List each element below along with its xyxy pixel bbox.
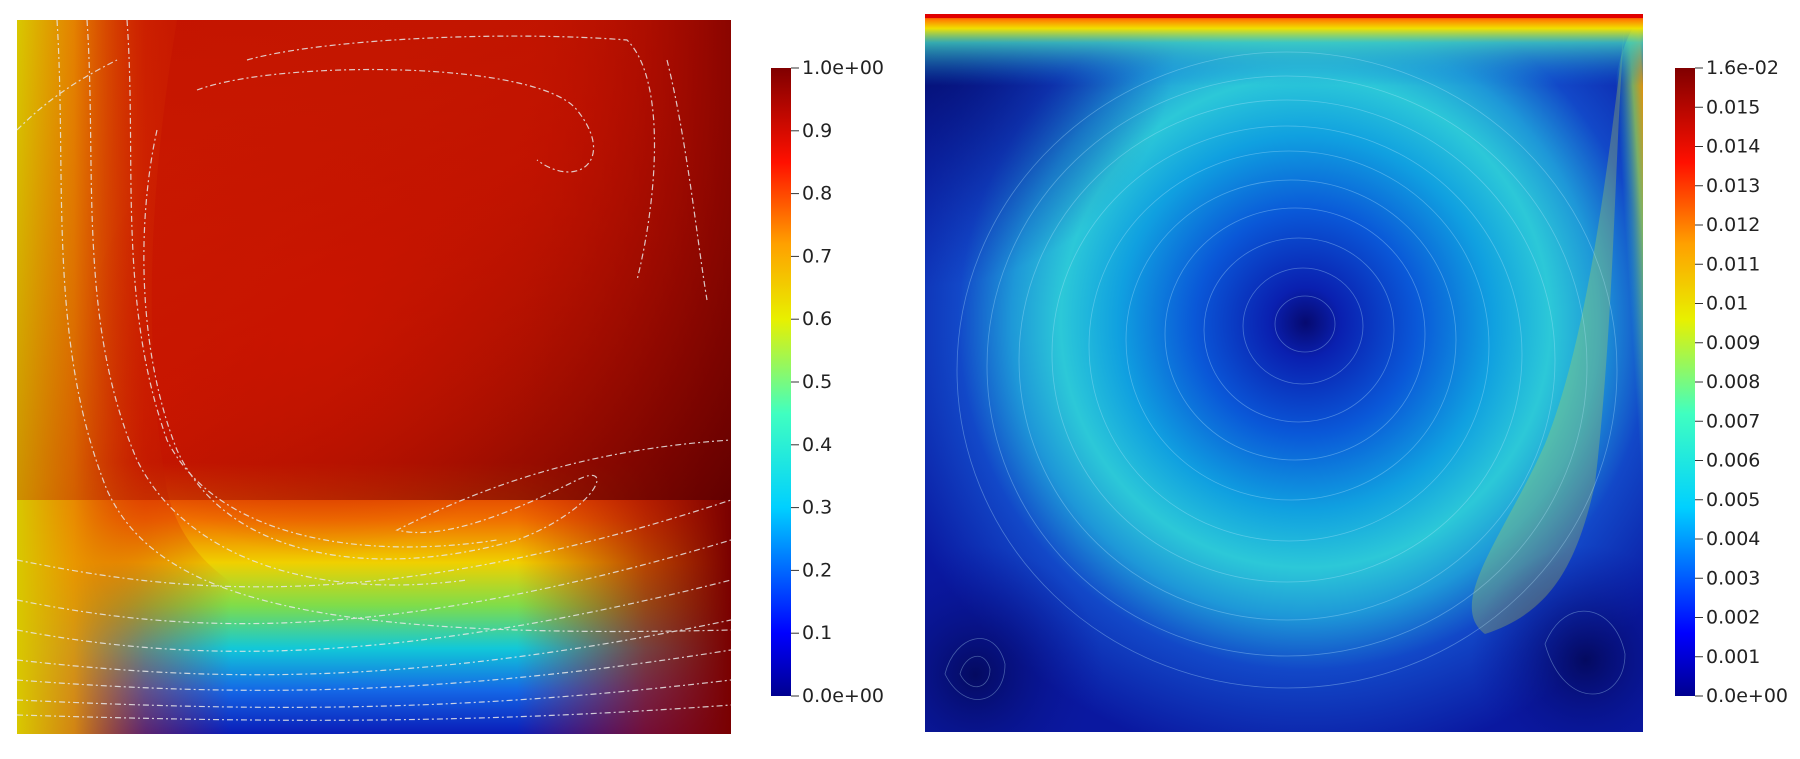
left-colorbar-tick-label: 0.5: [802, 371, 832, 393]
right-colorbar-tick-label: 0.01: [1706, 293, 1748, 315]
right-colorbar-tick-label: 0.011: [1706, 253, 1760, 275]
right-colorbar-tick-label: 0.006: [1706, 450, 1760, 472]
right-colorbar-tick-label: 0.008: [1706, 371, 1760, 393]
right-colorbar-gradient: [1675, 68, 1695, 696]
lid-edge: [925, 14, 1643, 18]
right-field-svg: [925, 14, 1643, 732]
right-colorbar-tick-label: 0.005: [1706, 489, 1760, 511]
right-colorbar-tick-label: 0.012: [1706, 214, 1760, 236]
left-field-svg: [17, 20, 731, 734]
right-colorbar-tick-label: 0.013: [1706, 175, 1760, 197]
right-colorbar-tick-label: 0.004: [1706, 528, 1760, 550]
right-colorbar-tick-label: 0.001: [1706, 646, 1760, 668]
right-colorbar-tick-label: 0.014: [1706, 136, 1760, 158]
right-streamline-plot: [925, 14, 1643, 732]
right-colorbar-tick-label: 0.015: [1706, 96, 1760, 118]
right-streamlines: [944, 51, 1626, 700]
vortex-core: [87, 90, 607, 610]
left-contour-lines: [17, 20, 731, 721]
left-colorbar-tick-label: 0.0e+00: [802, 685, 884, 707]
left-colorbar-ticks: 0.0e+00 0.1 0.2 0.3 0.4 0.5 0.6 0.7 0.8 0.9 1.0e+0…: [791, 60, 884, 707]
left-colorbar-tick-label: 0.7: [802, 245, 832, 267]
right-colorbar-tick-label: 0.002: [1706, 607, 1760, 629]
left-colorbar-gradient: [771, 68, 791, 696]
right-colorbar-tick-label: 0.009: [1706, 332, 1760, 354]
right-colorbar-tick-label: 1.6e-02: [1706, 60, 1779, 79]
left-colorbar-tick-label: 0.1: [802, 622, 832, 644]
right-colorbar: 0.0e+00 0.001 0.002 0.003 0.004 0.005 0.006 0.0…: [1675, 60, 1788, 707]
left-colorbar-tick-label: 0.3: [802, 497, 832, 519]
right-colorbar-tick-label: 0.0e+00: [1706, 685, 1788, 707]
left-colorbar-tick-label: 0.9: [802, 120, 832, 142]
left-colorbar-tick-label: 1.0e+00: [802, 60, 884, 79]
left-colorbar-tick-label: 0.6: [802, 308, 832, 330]
left-colorbar: 0.0e+00 0.1 0.2 0.3 0.4 0.5 0.6 0.7 0.8 0.9 1.0e+0…: [771, 60, 884, 707]
left-colorbar-tick-label: 0.8: [802, 183, 832, 205]
right-colorbar-tick-label: 0.007: [1706, 410, 1760, 432]
left-colorbar-tick-label: 0.2: [802, 559, 832, 581]
right-colorbar-tick-label: 0.003: [1706, 567, 1760, 589]
lid-shear-layer: [925, 14, 1643, 732]
right-colorbar-ticks: 0.0e+00 0.001 0.002 0.003 0.004 0.005 0.006 0.0…: [1695, 60, 1788, 707]
left-colorbar-tick-label: 0.4: [802, 434, 832, 456]
left-contour-plot: [17, 20, 731, 734]
